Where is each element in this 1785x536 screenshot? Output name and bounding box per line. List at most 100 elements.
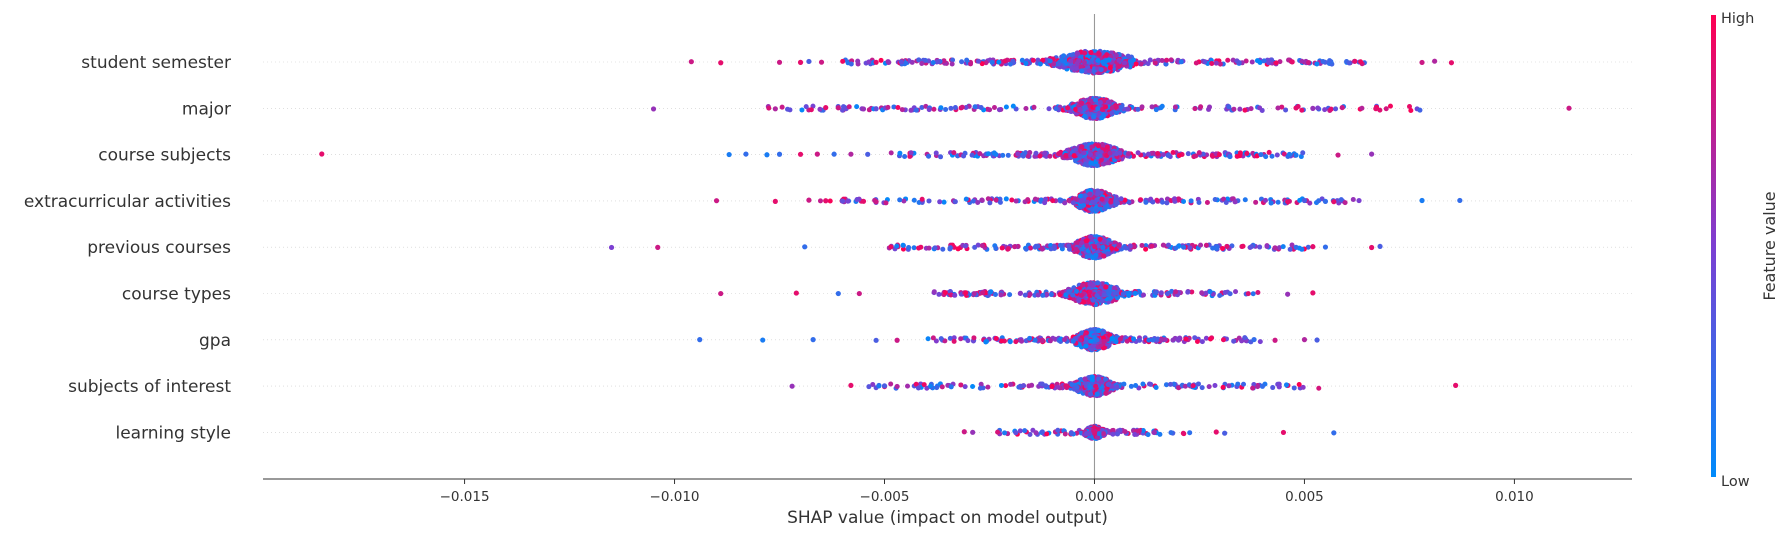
shap-point (1101, 253, 1107, 259)
shap-point (1068, 58, 1074, 64)
shap-point (1153, 107, 1159, 113)
shap-point (1027, 335, 1033, 341)
shap-point (1244, 151, 1250, 157)
shap-point (1007, 292, 1013, 298)
shap-point (947, 245, 953, 251)
shap-point (1266, 149, 1272, 155)
shap-point (983, 60, 989, 66)
shap-point (873, 337, 879, 343)
shap-point (1346, 60, 1352, 66)
shap-point (793, 290, 799, 296)
shap-point (1277, 59, 1283, 65)
shap-point (1017, 290, 1023, 296)
shap-point (959, 104, 965, 110)
shap-point (937, 199, 943, 205)
shap-point (900, 242, 906, 248)
shap-point (1153, 290, 1159, 296)
shap-point (772, 198, 778, 204)
shap-point (1316, 198, 1322, 204)
shap-point (764, 152, 770, 158)
shap-point (1262, 197, 1268, 203)
shap-point (963, 290, 969, 296)
shap-point (1269, 153, 1275, 159)
shap-point (1050, 198, 1056, 204)
shap-point (726, 151, 732, 158)
shap-point (1220, 337, 1226, 343)
shap-point (1293, 244, 1299, 250)
shap-point (1253, 199, 1259, 205)
shap-point (1286, 151, 1292, 157)
shap-point (1077, 106, 1083, 112)
shap-point (963, 105, 969, 110)
shap-point (1116, 63, 1122, 69)
shap-point (1073, 288, 1079, 294)
shap-point (1040, 292, 1046, 298)
shap-point (1086, 111, 1092, 117)
shap-point (1322, 198, 1329, 204)
shap-point (1383, 106, 1389, 112)
shap-point (1101, 292, 1107, 298)
shap-point (1301, 197, 1308, 204)
shap-point (688, 59, 694, 65)
shap-point (926, 198, 932, 204)
shap-point (1155, 150, 1161, 156)
shap-point (952, 199, 958, 205)
shap-point (906, 245, 912, 251)
shap-point (1289, 59, 1295, 65)
shap-point (1297, 197, 1303, 203)
shap-point (1272, 245, 1278, 251)
shap-point (1176, 153, 1182, 159)
shap-point (938, 336, 944, 342)
shap-point (1079, 68, 1085, 74)
shap-point (992, 291, 998, 297)
shap-point (1310, 105, 1316, 111)
shap-point (1043, 196, 1049, 202)
shap-point (848, 151, 854, 157)
shap-point (1272, 337, 1278, 343)
shap-point (1094, 337, 1100, 343)
shap-point (1069, 52, 1075, 58)
shap-point (936, 291, 942, 297)
shap-point (1207, 289, 1213, 295)
shap-point (1031, 104, 1037, 110)
shap-point (772, 106, 778, 112)
shap-point (899, 107, 905, 113)
shap-point (1164, 291, 1170, 297)
shap-point (1339, 104, 1345, 111)
shap-point (1089, 199, 1095, 205)
shap-point (1217, 61, 1223, 67)
shap-point (1114, 200, 1120, 206)
shap-point (1231, 106, 1237, 112)
shap-point (972, 104, 978, 110)
shap-point (916, 245, 922, 251)
shap-point (895, 105, 901, 111)
shap-point (1110, 336, 1116, 342)
shap-point (1025, 197, 1031, 203)
shap-point (1040, 57, 1046, 63)
shap-point (1037, 61, 1043, 67)
shap-point (1359, 105, 1365, 111)
shap-point (1109, 105, 1115, 111)
shap-point (1051, 61, 1056, 67)
shap-point (987, 107, 993, 113)
shap-point (1104, 144, 1110, 150)
shap-point (1419, 59, 1425, 66)
shap-point (1081, 150, 1087, 156)
shap-point (1231, 338, 1237, 344)
shap-point (1009, 197, 1015, 203)
shap-point (961, 153, 967, 159)
shap-point (1061, 337, 1067, 343)
shap-point (1088, 338, 1094, 344)
shap-point (1081, 50, 1088, 56)
shap-point (608, 244, 615, 251)
shap-point (1193, 60, 1199, 66)
shap-point (1310, 290, 1316, 296)
shap-point (965, 338, 971, 344)
shap-point (886, 59, 892, 66)
shap-point (1053, 106, 1059, 112)
shap-point (1242, 107, 1248, 113)
shap-point (1095, 143, 1101, 149)
shap-point (1369, 244, 1375, 251)
shap-point (1223, 200, 1229, 206)
shap-point (1566, 105, 1572, 111)
